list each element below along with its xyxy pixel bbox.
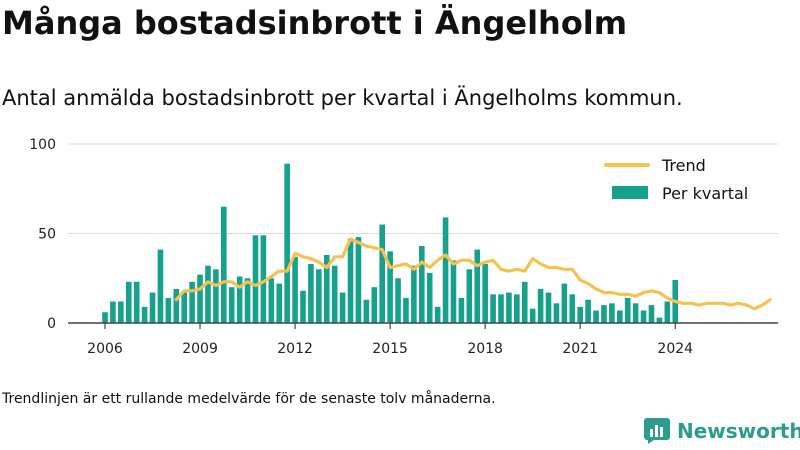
bar <box>260 235 267 323</box>
bar <box>514 294 520 323</box>
bar <box>308 263 314 323</box>
bar <box>426 272 433 323</box>
bar <box>292 256 298 323</box>
bar <box>561 283 568 323</box>
x-tick-label: 2021 <box>562 341 598 357</box>
bar <box>244 278 251 323</box>
bar <box>537 288 544 323</box>
bar <box>474 249 481 323</box>
bar <box>442 217 449 323</box>
y-tick-label: 0 <box>47 316 56 332</box>
bar <box>403 297 409 323</box>
newsworthy-logo-icon <box>644 418 670 444</box>
bar <box>102 312 108 323</box>
bar <box>450 260 457 323</box>
bar <box>529 308 536 323</box>
bar <box>331 265 338 323</box>
bar <box>434 306 441 323</box>
bar <box>197 274 203 323</box>
bar <box>323 254 330 323</box>
bar <box>363 299 370 323</box>
bar <box>506 292 512 323</box>
bar <box>189 281 195 323</box>
bar <box>577 306 583 323</box>
bar <box>347 238 354 323</box>
bar <box>165 297 172 323</box>
bar <box>118 301 124 323</box>
bar <box>276 283 283 323</box>
bar <box>284 163 290 323</box>
bar <box>411 265 417 323</box>
bar <box>110 301 116 323</box>
bar <box>181 292 187 323</box>
bar <box>236 276 243 323</box>
bar <box>125 281 132 323</box>
bar <box>205 265 211 323</box>
bar <box>609 303 615 323</box>
bar <box>553 303 560 323</box>
bar <box>458 297 465 323</box>
bar <box>395 278 401 323</box>
chart: 2006 2009 2012 2015 2018 2021 2024 0 50 100 Tren… <box>29 137 778 357</box>
bar <box>355 237 362 323</box>
y-axis-ticks: 0 50 100 <box>29 137 56 332</box>
legend-trend-label: Trend <box>661 156 706 175</box>
bar <box>228 287 235 323</box>
bar <box>466 269 473 323</box>
bar <box>133 281 140 323</box>
legend-bar-label: Per kvartal <box>662 184 748 203</box>
bar <box>601 305 607 323</box>
bar <box>498 294 504 323</box>
bar <box>268 278 275 323</box>
grid <box>68 143 778 234</box>
bar <box>545 292 552 323</box>
x-tick-label: 2012 <box>277 341 313 357</box>
footnote: Trendlinjen är ett rullande medelvärde f… <box>2 391 496 407</box>
brand: Newsworthy <box>644 418 800 444</box>
x-tick-label: 2009 <box>182 341 218 357</box>
bar <box>149 292 156 323</box>
bar <box>648 305 655 323</box>
trend-line-group <box>174 237 772 311</box>
bar <box>221 206 227 323</box>
bar <box>252 235 259 323</box>
bar <box>664 301 671 323</box>
bar <box>379 224 385 323</box>
y-tick-label: 50 <box>38 227 56 243</box>
bar <box>521 281 528 323</box>
bar <box>173 288 180 323</box>
bar <box>141 306 148 323</box>
x-tick-label: 2018 <box>467 341 503 357</box>
x-tick-label: 2015 <box>372 341 408 357</box>
legend-bar-swatch <box>612 186 648 199</box>
x-axis: 2006 2009 2012 2015 2018 2021 2024 <box>68 322 778 357</box>
y-tick-label: 100 <box>29 137 56 153</box>
bar <box>617 310 623 323</box>
bar <box>157 249 164 323</box>
brand-name: Newsworthy <box>677 419 800 443</box>
x-tick-label: 2024 <box>657 341 693 357</box>
bar <box>490 294 496 323</box>
bar <box>656 317 663 323</box>
x-tick-label: 2006 <box>87 341 123 357</box>
bar <box>482 263 488 323</box>
chart-subtitle: Antal anmälda bostadsinbrott per kvartal… <box>2 86 683 110</box>
bar <box>300 290 306 323</box>
legend: Trend Per kvartal <box>604 156 748 203</box>
bar <box>213 269 219 323</box>
bar <box>593 310 599 323</box>
bar <box>585 299 591 323</box>
bar <box>640 310 647 323</box>
bar <box>632 303 639 323</box>
trend-line <box>174 237 772 311</box>
bar <box>387 251 393 323</box>
bar <box>371 287 378 323</box>
chart-title: Många bostadsinbrott i Ängelholm <box>2 4 628 42</box>
bar <box>569 294 576 323</box>
bar <box>624 297 631 323</box>
bars <box>102 163 679 323</box>
bar <box>316 269 322 323</box>
bar <box>419 246 425 323</box>
bar <box>339 292 346 323</box>
